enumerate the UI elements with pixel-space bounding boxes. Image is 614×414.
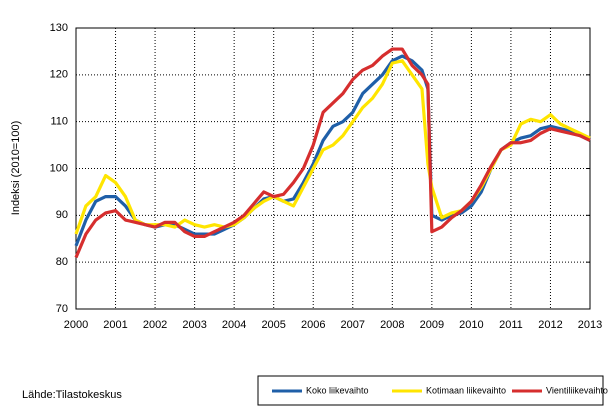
y-tick-label: 70	[56, 303, 68, 315]
legend-label: Vientiliikevaihto	[546, 385, 608, 395]
x-tick-label: 2013	[578, 319, 602, 331]
series-line	[74, 47, 591, 259]
plot-frame	[75, 27, 591, 310]
x-tick-label: 2010	[459, 319, 483, 331]
x-tick-label: 2003	[182, 319, 206, 331]
y-tick-label: 90	[56, 209, 68, 221]
legend-label: Kotimaan liikevaihto	[426, 385, 506, 395]
legend-box	[257, 375, 604, 406]
x-tick-label: 2004	[222, 319, 246, 331]
y-axis-label: Indeksi (2010=100)	[10, 121, 22, 215]
x-tick-label: 2001	[103, 319, 127, 331]
y-tick-label: 80	[56, 256, 68, 268]
x-tick-label: 2012	[538, 319, 562, 331]
series-line	[74, 59, 591, 235]
source: Lähde:Tilastokeskus	[22, 389, 122, 401]
x-tick-label: 2002	[143, 319, 167, 331]
x-tick-label: 2000	[64, 319, 88, 331]
x-tick-label: 2008	[380, 319, 404, 331]
series-line	[74, 54, 591, 247]
y-tick-label: 100	[50, 162, 68, 174]
x-tick-label: 2009	[420, 319, 444, 331]
x-tick-label: 2006	[301, 319, 325, 331]
y-tick-label: 130	[50, 22, 68, 34]
x-tick-label: 2011	[499, 319, 523, 331]
legend-label: Koko liikevaihto	[306, 385, 369, 395]
y-tick-label: 120	[50, 69, 68, 81]
y-tick-label: 110	[50, 116, 68, 128]
x-tick-label: 2005	[261, 319, 285, 331]
x-tick-label: 2007	[341, 319, 365, 331]
